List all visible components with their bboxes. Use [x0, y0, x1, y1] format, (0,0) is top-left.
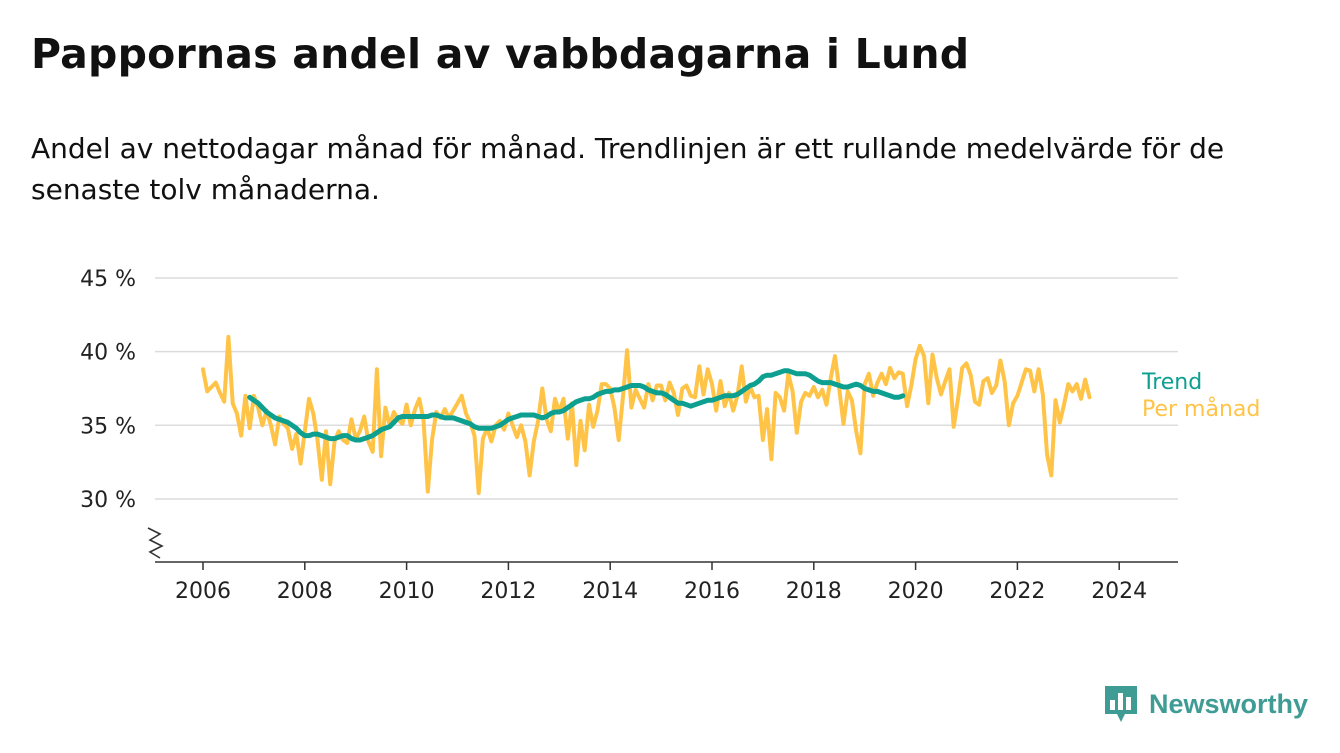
x-tick-label: 2022	[989, 579, 1045, 604]
series-lines	[201, 334, 1092, 496]
x-tick-label: 2014	[582, 579, 638, 604]
axes: 30 % 35 % 40 % 45 % 2006 2008 2010 2012 2014 2016…	[80, 267, 1178, 604]
trend-series-line	[247, 368, 906, 443]
x-tick-label: 2012	[480, 579, 536, 604]
x-tick-label: 2024	[1091, 579, 1147, 604]
legend-label-monthly: Per månad	[1142, 396, 1260, 422]
chart-subtitle: Andel av nettodagar månad för månad. Tre…	[31, 132, 1225, 206]
y-tick-label: 45 %	[80, 267, 136, 292]
newsworthy-brand: Newsworthy	[1103, 684, 1308, 724]
y-axis-break-icon	[147, 527, 164, 559]
x-tick-label: 2018	[786, 579, 842, 604]
newsworthy-chart-logo-icon	[1105, 686, 1137, 722]
x-tick-label: 2006	[175, 579, 231, 604]
x-tick-label: 2008	[277, 579, 333, 604]
y-tick-label: 40 %	[80, 341, 136, 366]
chart-title: Pappornas andel av vabbdagarna i Lund	[31, 30, 970, 78]
y-tick-label: 30 %	[80, 488, 136, 513]
gridlines	[155, 277, 1178, 500]
legend-label-trend: Trend	[1141, 370, 1202, 395]
x-tick-label: 2010	[379, 579, 435, 604]
x-tick-label: 2020	[888, 579, 944, 604]
monthly-series-line	[201, 334, 1092, 496]
y-tick-label: 35 %	[80, 414, 136, 439]
x-tick-label: 2016	[684, 579, 740, 604]
brand-name: Newsworthy	[1149, 688, 1309, 719]
